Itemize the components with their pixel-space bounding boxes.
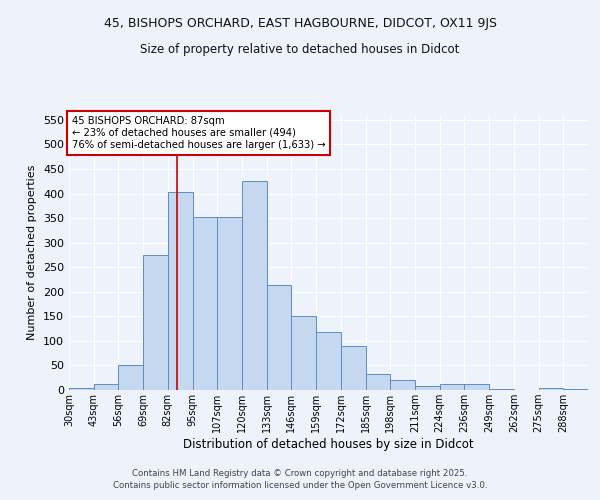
Bar: [69, 388, 94, 390]
Bar: [168, 192, 193, 390]
Bar: [316, 332, 341, 390]
Y-axis label: Number of detached properties: Number of detached properties: [28, 165, 37, 340]
Text: Contains HM Land Registry data © Crown copyright and database right 2025.
Contai: Contains HM Land Registry data © Crown c…: [113, 469, 487, 490]
Bar: [464, 384, 489, 390]
Bar: [440, 384, 464, 390]
Bar: [341, 346, 365, 390]
Bar: [365, 374, 390, 390]
Bar: [563, 388, 588, 390]
Text: Size of property relative to detached houses in Didcot: Size of property relative to detached ho…: [140, 42, 460, 56]
X-axis label: Distribution of detached houses by size in Didcot: Distribution of detached houses by size …: [183, 438, 474, 451]
Bar: [489, 388, 514, 390]
Text: 45, BISHOPS ORCHARD, EAST HAGBOURNE, DIDCOT, OX11 9JS: 45, BISHOPS ORCHARD, EAST HAGBOURNE, DID…: [104, 18, 497, 30]
Bar: [217, 217, 242, 390]
Bar: [539, 388, 563, 390]
Bar: [193, 217, 217, 390]
Bar: [390, 380, 415, 390]
Bar: [292, 316, 316, 390]
Bar: [415, 386, 440, 390]
Bar: [118, 366, 143, 390]
Bar: [143, 255, 168, 390]
Bar: [242, 182, 267, 390]
Bar: [94, 384, 118, 390]
Text: 45 BISHOPS ORCHARD: 87sqm
← 23% of detached houses are smaller (494)
76% of semi: 45 BISHOPS ORCHARD: 87sqm ← 23% of detac…: [71, 116, 325, 150]
Bar: [267, 286, 292, 390]
